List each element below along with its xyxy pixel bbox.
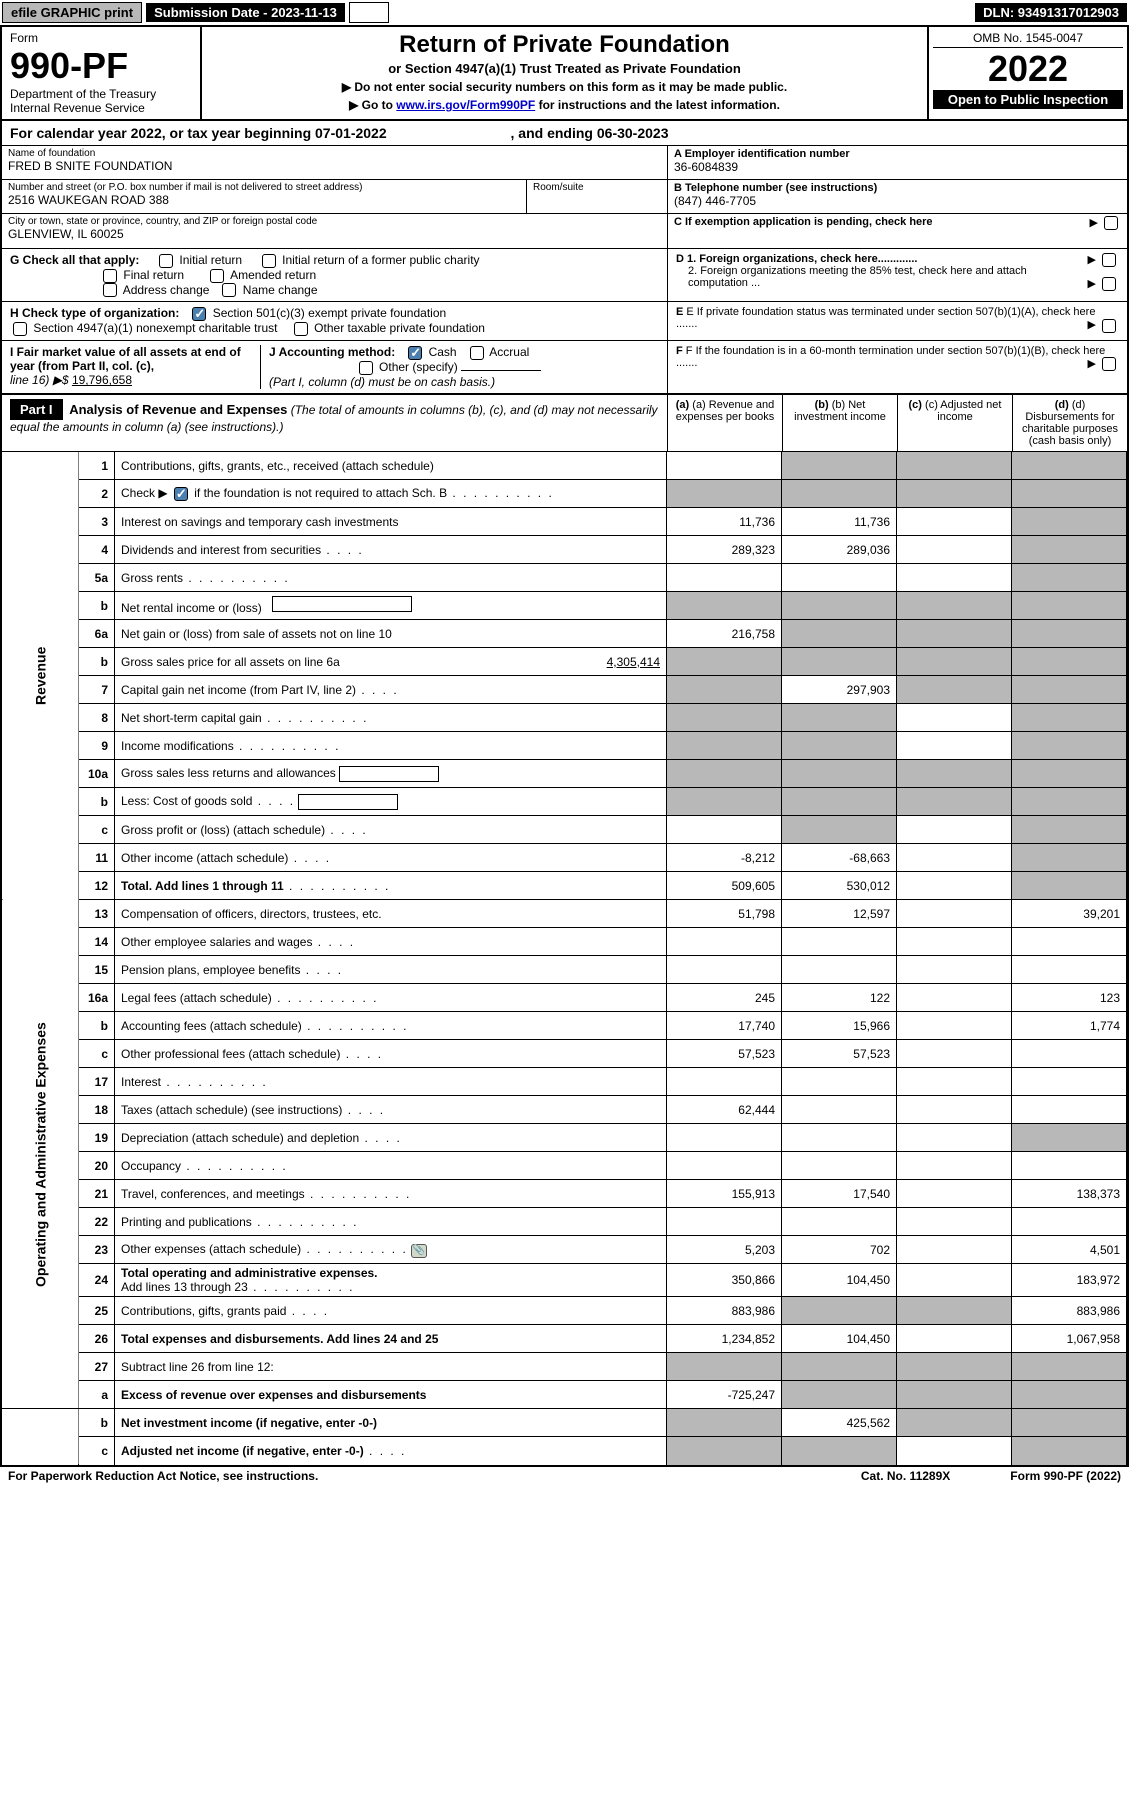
header-left: Form 990-PF Department of the Treasury I… bbox=[2, 27, 202, 119]
col-b-header: (b) (b) Net investment income bbox=[782, 395, 897, 451]
form-word: Form bbox=[10, 31, 192, 45]
attachment-icon[interactable]: 📎 bbox=[411, 1244, 427, 1258]
form-container: Form 990-PF Department of the Treasury I… bbox=[0, 25, 1129, 1467]
note-goto: ▶ Go to www.irs.gov/Form990PF for instru… bbox=[210, 98, 919, 112]
part1-table: Revenue 1Contributions, gifts, grants, e… bbox=[2, 452, 1127, 1465]
amended-return-checkbox[interactable] bbox=[210, 269, 224, 283]
cat-no: Cat. No. 11289X bbox=[861, 1469, 950, 1483]
header-right: OMB No. 1545-0047 2022 Open to Public In… bbox=[927, 27, 1127, 119]
efile-print-button[interactable]: efile GRAPHIC print bbox=[2, 2, 142, 23]
foundation-name-row: Name of foundation FRED B SNITE FOUNDATI… bbox=[2, 146, 667, 180]
cash-checkbox[interactable] bbox=[408, 346, 422, 360]
dept-label: Department of the Treasury bbox=[10, 87, 192, 101]
section-f: F F If the foundation is in a 60-month t… bbox=[667, 341, 1127, 393]
form-number: 990-PF bbox=[10, 45, 192, 87]
section-d: D 1. Foreign organizations, check here..… bbox=[667, 249, 1127, 301]
part1-header-row: Part I Analysis of Revenue and Expenses … bbox=[2, 395, 1127, 452]
section-h: H Check type of organization: Section 50… bbox=[2, 302, 667, 340]
col-c-header: (c) (c) Adjusted net income bbox=[897, 395, 1012, 451]
instructions-link[interactable]: www.irs.gov/Form990PF bbox=[396, 98, 535, 112]
open-public-label: Open to Public Inspection bbox=[933, 90, 1123, 109]
form-subtitle: or Section 4947(a)(1) Trust Treated as P… bbox=[210, 61, 919, 76]
501c3-checkbox[interactable] bbox=[192, 307, 206, 321]
ein-row: A Employer identification number 36-6084… bbox=[668, 146, 1127, 180]
schb-checkbox[interactable] bbox=[174, 487, 188, 501]
irs-label: Internal Revenue Service bbox=[10, 101, 192, 115]
name-change-checkbox[interactable] bbox=[222, 283, 236, 297]
other-method-checkbox[interactable] bbox=[359, 361, 373, 375]
foreign-org-checkbox[interactable] bbox=[1102, 253, 1116, 267]
form-title: Return of Private Foundation bbox=[210, 31, 919, 59]
accrual-checkbox[interactable] bbox=[470, 346, 484, 360]
4947-checkbox[interactable] bbox=[13, 322, 27, 336]
address-change-checkbox[interactable] bbox=[103, 283, 117, 297]
status-terminated-checkbox[interactable] bbox=[1102, 319, 1116, 333]
submission-date-label: Submission Date - 2023-11-13 bbox=[146, 3, 345, 22]
note-ssn: ▶ Do not enter social security numbers o… bbox=[210, 80, 919, 94]
form-ref: Form 990-PF (2022) bbox=[1010, 1469, 1121, 1483]
part1-badge: Part I bbox=[10, 399, 63, 420]
initial-return-checkbox[interactable] bbox=[159, 254, 173, 268]
exemption-checkbox[interactable] bbox=[1104, 216, 1118, 230]
tax-year: 2022 bbox=[933, 48, 1123, 90]
col-d-header: (d) (d) Disbursements for charitable pur… bbox=[1012, 395, 1127, 451]
omb-number: OMB No. 1545-0047 bbox=[933, 31, 1123, 48]
header-center: Return of Private Foundation or Section … bbox=[202, 27, 927, 119]
phone-row: B Telephone number (see instructions) (8… bbox=[668, 180, 1127, 214]
section-e: E E If private foundation status was ter… bbox=[667, 302, 1127, 340]
identity-section: Name of foundation FRED B SNITE FOUNDATI… bbox=[2, 146, 1127, 249]
paperwork-notice: For Paperwork Reduction Act Notice, see … bbox=[8, 1469, 318, 1483]
col-a-header: (a) (a) Revenue and expenses per books bbox=[667, 395, 782, 451]
section-g: G Check all that apply: Initial return I… bbox=[2, 249, 667, 301]
60month-checkbox[interactable] bbox=[1102, 357, 1116, 371]
exemption-pending-row: C If exemption application is pending, c… bbox=[668, 214, 1127, 248]
address-row: Number and street (or P.O. box number if… bbox=[2, 180, 527, 213]
calendar-year-row: For calendar year 2022, or tax year begi… bbox=[2, 121, 1127, 146]
foreign-85-checkbox[interactable] bbox=[1102, 277, 1116, 291]
expenses-side-label: Operating and Administrative Expenses bbox=[2, 900, 79, 1409]
other-taxable-checkbox[interactable] bbox=[294, 322, 308, 336]
final-return-checkbox[interactable] bbox=[103, 269, 117, 283]
form-header: Form 990-PF Department of the Treasury I… bbox=[2, 27, 1127, 121]
submission-spacer bbox=[349, 2, 389, 23]
initial-former-checkbox[interactable] bbox=[262, 254, 276, 268]
city-row: City or town, state or province, country… bbox=[2, 214, 667, 248]
page-footer: For Paperwork Reduction Act Notice, see … bbox=[0, 1467, 1129, 1485]
dln-label: DLN: 93491317012903 bbox=[975, 3, 1127, 22]
section-ij: I Fair market value of all assets at end… bbox=[2, 341, 667, 393]
revenue-side-label: Revenue bbox=[2, 452, 79, 900]
room-suite: Room/suite bbox=[527, 180, 667, 213]
top-bar: efile GRAPHIC print Submission Date - 20… bbox=[0, 0, 1129, 25]
